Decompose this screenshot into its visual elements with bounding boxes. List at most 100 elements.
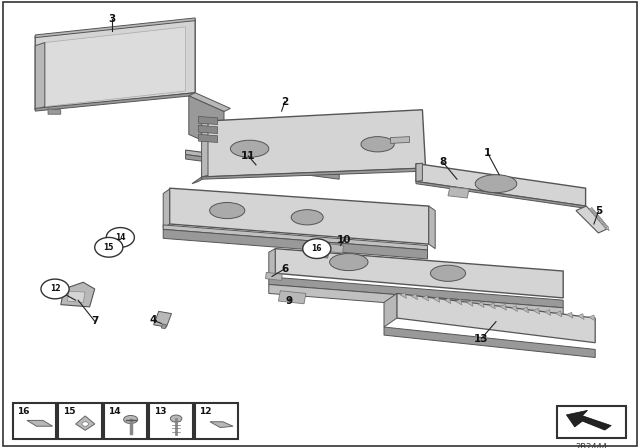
Ellipse shape	[124, 415, 138, 423]
Polygon shape	[189, 93, 230, 112]
Bar	[13, 403, 56, 439]
Polygon shape	[416, 163, 422, 181]
Polygon shape	[189, 96, 224, 150]
Text: 16: 16	[312, 244, 322, 253]
Polygon shape	[411, 294, 417, 300]
Polygon shape	[416, 164, 586, 206]
Ellipse shape	[291, 210, 323, 225]
Ellipse shape	[430, 265, 466, 281]
Polygon shape	[163, 189, 170, 228]
Polygon shape	[35, 20, 195, 110]
Text: 14: 14	[108, 407, 121, 416]
Text: 13: 13	[154, 407, 166, 416]
Polygon shape	[35, 93, 195, 111]
Polygon shape	[400, 293, 406, 298]
Polygon shape	[275, 249, 563, 298]
Polygon shape	[576, 206, 608, 233]
Polygon shape	[202, 110, 426, 177]
Polygon shape	[556, 311, 562, 317]
Polygon shape	[456, 299, 462, 305]
Polygon shape	[192, 176, 208, 184]
Polygon shape	[198, 116, 218, 125]
Polygon shape	[489, 303, 495, 309]
Polygon shape	[590, 209, 595, 213]
Polygon shape	[595, 214, 599, 219]
Text: 16: 16	[17, 407, 30, 416]
Circle shape	[95, 237, 123, 257]
Polygon shape	[566, 312, 573, 318]
Polygon shape	[500, 304, 506, 310]
Polygon shape	[433, 297, 440, 302]
Polygon shape	[578, 314, 584, 319]
Polygon shape	[416, 181, 586, 208]
Polygon shape	[384, 293, 397, 327]
Polygon shape	[278, 291, 306, 304]
Bar	[58, 403, 102, 439]
Polygon shape	[76, 416, 95, 430]
Polygon shape	[599, 220, 604, 224]
Polygon shape	[269, 284, 563, 317]
Polygon shape	[604, 225, 608, 229]
Polygon shape	[390, 137, 410, 143]
Text: 11: 11	[241, 151, 255, 161]
Polygon shape	[605, 226, 609, 231]
Circle shape	[303, 239, 331, 258]
Text: 5: 5	[595, 207, 602, 216]
Bar	[149, 403, 193, 439]
Polygon shape	[602, 222, 606, 227]
Polygon shape	[511, 306, 518, 311]
Polygon shape	[198, 125, 218, 134]
Circle shape	[41, 279, 69, 299]
Polygon shape	[429, 206, 435, 249]
Polygon shape	[170, 188, 429, 244]
Polygon shape	[202, 168, 426, 179]
Ellipse shape	[230, 140, 269, 157]
Polygon shape	[598, 218, 602, 223]
Polygon shape	[593, 213, 598, 217]
Polygon shape	[596, 217, 602, 221]
Polygon shape	[210, 422, 233, 427]
Polygon shape	[545, 310, 551, 315]
Polygon shape	[592, 211, 596, 216]
Ellipse shape	[210, 202, 244, 219]
Polygon shape	[589, 207, 593, 212]
Polygon shape	[202, 121, 208, 177]
Polygon shape	[533, 308, 540, 314]
Bar	[104, 403, 147, 439]
Polygon shape	[61, 282, 95, 307]
Polygon shape	[35, 43, 45, 110]
Polygon shape	[27, 420, 52, 426]
Text: 3: 3	[108, 14, 116, 24]
Polygon shape	[600, 221, 605, 225]
Text: 10: 10	[337, 235, 351, 245]
Text: 7: 7	[91, 316, 99, 326]
Text: 4: 4	[150, 315, 157, 325]
Polygon shape	[35, 18, 195, 38]
Ellipse shape	[330, 254, 368, 271]
Polygon shape	[448, 187, 469, 198]
Text: 13: 13	[474, 334, 488, 344]
Text: 2: 2	[281, 97, 289, 107]
Polygon shape	[198, 134, 218, 142]
Polygon shape	[596, 215, 600, 220]
Polygon shape	[323, 243, 344, 253]
Text: 8: 8	[439, 157, 447, 167]
Polygon shape	[589, 315, 595, 321]
Text: 15: 15	[63, 407, 76, 416]
Polygon shape	[591, 210, 596, 215]
Polygon shape	[397, 293, 595, 343]
Ellipse shape	[170, 415, 182, 422]
Polygon shape	[48, 109, 61, 114]
Polygon shape	[163, 225, 428, 250]
Text: 15: 15	[104, 243, 114, 252]
Polygon shape	[269, 249, 275, 277]
Text: 2B2444: 2B2444	[575, 443, 607, 448]
Polygon shape	[45, 27, 186, 107]
Text: 9: 9	[285, 296, 293, 306]
Polygon shape	[154, 311, 172, 327]
Polygon shape	[566, 410, 611, 430]
Polygon shape	[161, 324, 166, 329]
Polygon shape	[522, 307, 529, 313]
Polygon shape	[312, 249, 329, 258]
Text: 14: 14	[115, 233, 125, 242]
